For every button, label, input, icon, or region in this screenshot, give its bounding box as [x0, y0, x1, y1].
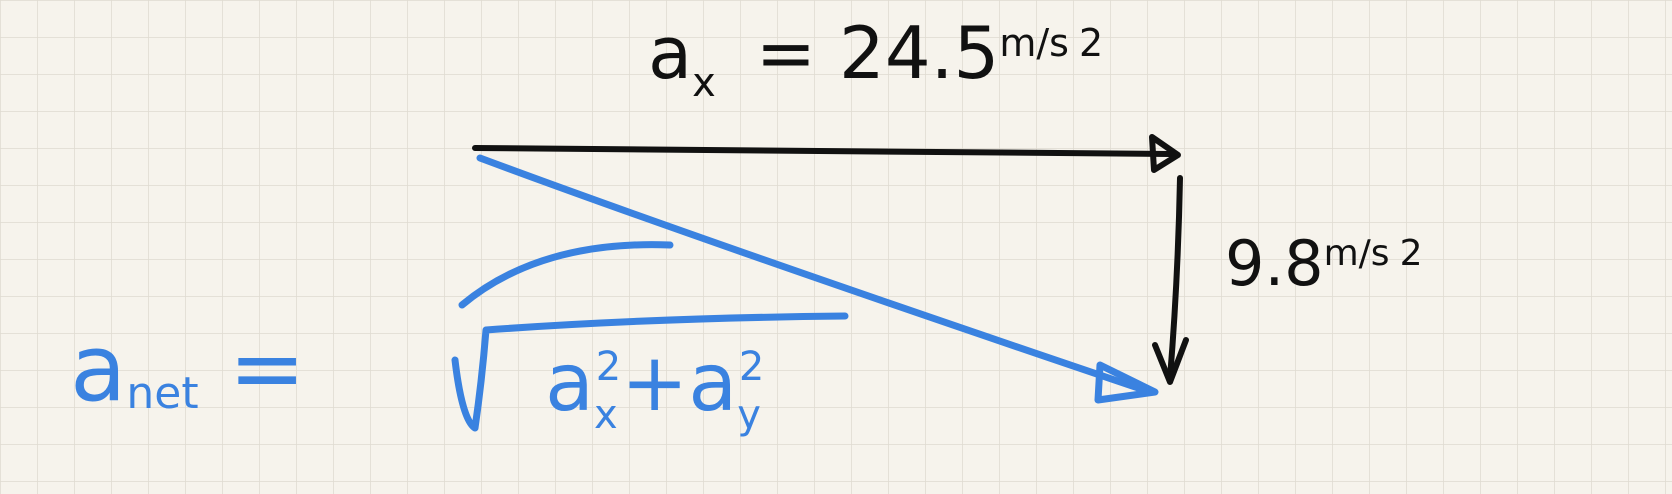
- x-vector: [472, 134, 1181, 173]
- x-vector-line: [472, 145, 1173, 157]
- exp2: 2: [739, 344, 764, 390]
- net-vector: [451, 154, 1159, 432]
- side-label: 9.8m/s 2: [1225, 227, 1422, 300]
- unit: m/s: [1324, 233, 1390, 274]
- sub1: x: [594, 392, 618, 438]
- exponent: 2: [1400, 233, 1423, 274]
- y-vector-head: [1152, 337, 1189, 385]
- value: 9.8: [1225, 227, 1324, 300]
- sqrt-sign: [451, 312, 849, 432]
- sub2: y: [737, 392, 761, 438]
- exponent: 2: [1079, 21, 1103, 65]
- exp1: 2: [596, 344, 621, 390]
- term2: a: [688, 336, 737, 429]
- top-label: ax = 24.5m/s 2: [648, 11, 1103, 106]
- y-vector: [1152, 175, 1189, 385]
- symbol: a: [70, 315, 126, 422]
- unit: m/s: [999, 21, 1069, 65]
- subscript: net: [126, 368, 198, 419]
- plus: +: [621, 336, 688, 429]
- symbol: a: [648, 11, 692, 95]
- y-vector-line: [1167, 175, 1183, 381]
- net-vector-head: [1094, 361, 1159, 404]
- radicand: ax2+ay2: [545, 336, 764, 438]
- formula: anet =: [70, 315, 306, 422]
- term1: a: [545, 336, 594, 429]
- subscript: x: [692, 60, 716, 106]
- x-vector-head: [1149, 134, 1181, 173]
- equals: =: [229, 315, 306, 422]
- arc-stroke: [458, 241, 674, 309]
- net-vector-line: [476, 154, 1154, 396]
- value: = 24.5: [756, 11, 1000, 95]
